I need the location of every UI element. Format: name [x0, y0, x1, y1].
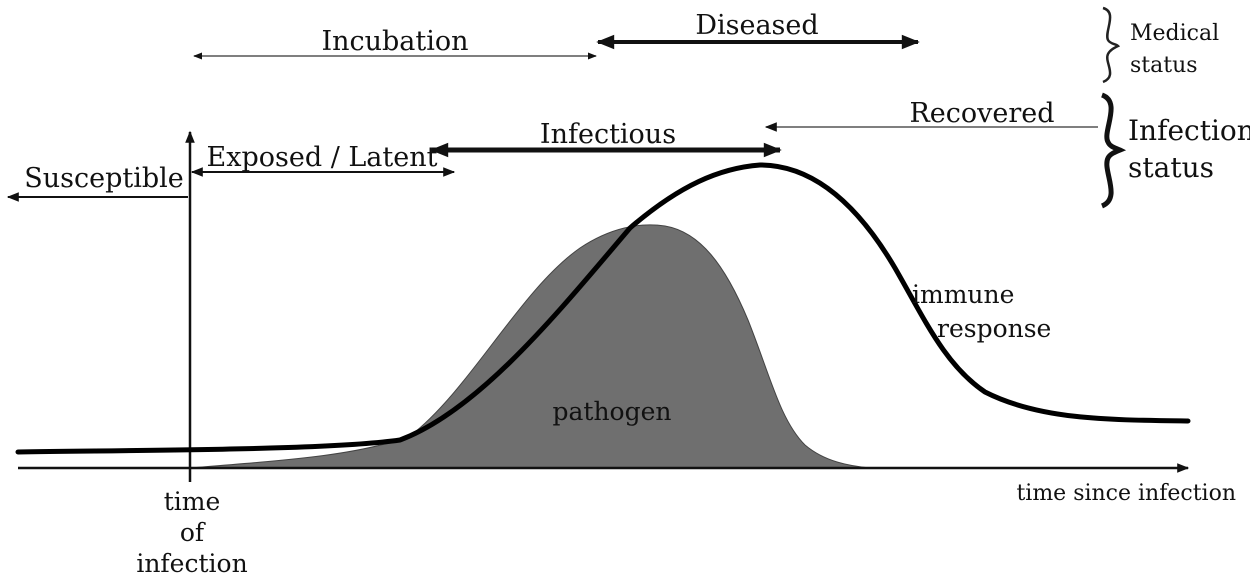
- infectious-label: Infectious: [540, 119, 676, 150]
- immune-response-curve: [15, 162, 1191, 455]
- susceptible-label: Susceptible: [24, 163, 184, 194]
- infection-status-label-line1: Infection: [1128, 114, 1250, 147]
- infection-status-brace: [1100, 92, 1127, 209]
- exposed-latent-label: Exposed / Latent: [207, 142, 438, 173]
- medical-status-label-line1: Medical: [1130, 21, 1219, 46]
- pathogen-label: pathogen: [552, 397, 671, 426]
- immune-response-label-line1: immune: [912, 280, 1014, 309]
- infection-status-label-line2: status: [1128, 151, 1214, 184]
- recovered-label: Recovered: [909, 98, 1054, 129]
- diseased-label: Diseased: [695, 10, 818, 41]
- time-of-infection-label-line2: of: [180, 518, 206, 547]
- medical-status-brace: [1102, 6, 1121, 84]
- incubation-label: Incubation: [321, 26, 468, 57]
- time-of-infection-label-line3: infection: [136, 549, 247, 578]
- x-axis-label: time since infection: [1016, 481, 1236, 506]
- pathogen-area: [189, 224, 871, 469]
- medical-status-label-line2: status: [1130, 53, 1198, 78]
- time-of-infection-label-line1: time: [164, 487, 221, 516]
- immune-response-label-line2: response: [937, 314, 1051, 343]
